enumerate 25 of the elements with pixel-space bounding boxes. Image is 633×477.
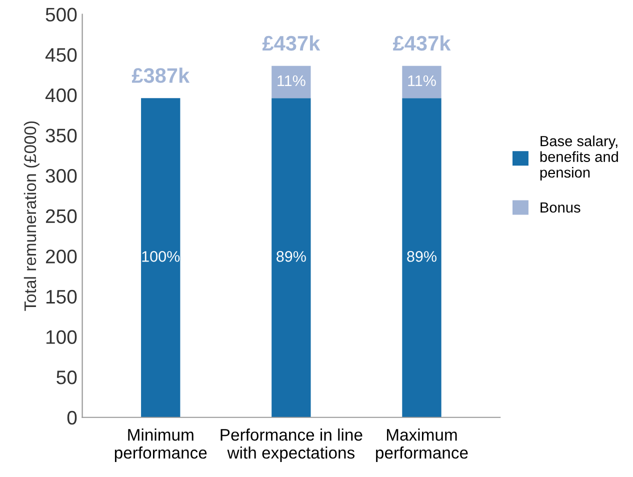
annotation: 11% bbox=[408, 75, 436, 86]
y-tick-label: 400 bbox=[45, 88, 77, 102]
annotation: £437k bbox=[262, 35, 320, 51]
y-tick-label: 450 bbox=[45, 48, 77, 62]
y-tick-label: 0 bbox=[67, 410, 77, 425]
annotation: 11% bbox=[278, 75, 306, 86]
y-tick-label: 350 bbox=[46, 128, 77, 142]
y-tick-label: 200 bbox=[46, 250, 77, 264]
y-tick-label: 100 bbox=[46, 330, 77, 344]
y-axis-title: Total remuneration (£000) bbox=[24, 121, 40, 311]
x-tick-label: Minimum performance bbox=[114, 428, 207, 462]
y-tick-label: 150 bbox=[46, 290, 77, 304]
y-tick-label: 50 bbox=[56, 370, 77, 384]
y-tick-label: 250 bbox=[46, 209, 77, 224]
y-tick-label: 300 bbox=[46, 169, 77, 183]
annotation: £437k bbox=[392, 35, 451, 51]
annotation: 89% bbox=[276, 251, 306, 262]
y-tick-label: 500 bbox=[46, 8, 77, 22]
x-tick-label: Performance in line with expectations bbox=[220, 428, 362, 462]
legend-label: Bonus bbox=[540, 202, 580, 213]
legend-label: Base salary, benefits and pension bbox=[540, 136, 618, 181]
annotation: 100% bbox=[142, 251, 180, 262]
annotation: £387k bbox=[132, 68, 190, 83]
annotation: 89% bbox=[407, 251, 436, 262]
x-tick-label: Maximum performance bbox=[376, 428, 468, 462]
